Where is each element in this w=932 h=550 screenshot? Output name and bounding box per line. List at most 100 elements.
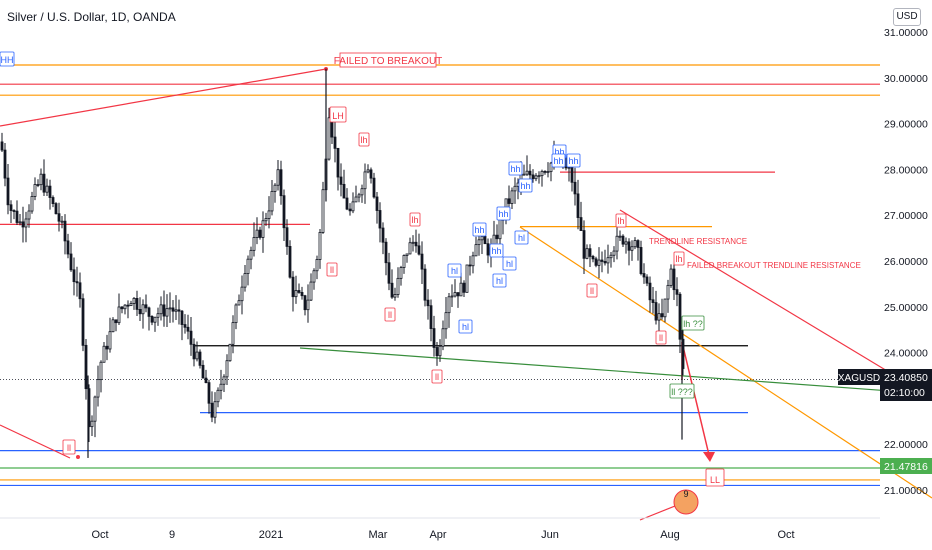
pivot-label: hh	[568, 156, 578, 166]
pivot-box	[586, 283, 598, 298]
pivot-label: hh	[554, 147, 564, 157]
pivot-box	[669, 383, 695, 399]
anchor-dot	[76, 455, 80, 459]
candle-body	[165, 308, 169, 317]
pivot-box	[566, 153, 581, 168]
arrow-line	[681, 341, 710, 456]
candle-body	[543, 170, 547, 173]
symbol-label: XAGUSD	[838, 373, 880, 384]
candle-body	[627, 241, 631, 251]
candle-body	[264, 218, 268, 222]
candle-body	[606, 257, 610, 264]
pivot-label: ll ???	[671, 387, 693, 397]
candle-body	[120, 306, 124, 310]
pivot-box	[329, 106, 347, 123]
pivot-label: ll	[435, 372, 439, 382]
candle-body	[27, 210, 31, 220]
pivot-box	[615, 213, 627, 228]
candle-body	[474, 244, 478, 257]
pivot-label: hh	[510, 164, 520, 174]
candle-body	[240, 286, 244, 302]
candle-body	[570, 167, 574, 183]
candle-body	[225, 360, 229, 378]
y-tick-label: 26.00000	[884, 256, 928, 268]
candle-body	[6, 177, 10, 206]
candle-body	[237, 300, 241, 306]
candle-body	[12, 210, 16, 212]
candle-body	[588, 248, 592, 257]
pivot-label: hh	[474, 225, 484, 235]
candle-body	[381, 227, 385, 243]
candle-body	[411, 241, 415, 244]
candle-body	[654, 302, 658, 321]
news-badge-icon	[673, 489, 699, 515]
y-tick-label: 24.00000	[884, 348, 928, 360]
candle-body	[438, 345, 442, 357]
candle-body	[396, 277, 400, 295]
candle-body	[387, 262, 391, 284]
candle-body	[366, 169, 370, 173]
candle-body	[633, 240, 637, 248]
annotations: FAILED TO BREAKOUT TRENDLINE RESISTANCE FA…	[0, 51, 861, 515]
level-price-label: 21.47816	[884, 461, 928, 473]
pivot-box	[551, 153, 566, 168]
x-tick-label: Oct	[91, 529, 108, 541]
pivot-label: hh	[553, 156, 563, 166]
candles	[0, 68, 685, 458]
pivot-box	[472, 222, 487, 237]
candle-body	[405, 253, 409, 256]
candle-body	[186, 326, 190, 332]
candle-body	[216, 389, 220, 403]
candle-body	[420, 253, 424, 270]
annotation-text: TRENDLINE RESISTANCE	[649, 237, 747, 246]
candle-body	[174, 309, 178, 312]
pivot-label: hl	[518, 233, 525, 243]
candle-body	[408, 242, 412, 255]
pivot-box	[489, 243, 504, 258]
trendline	[0, 68, 327, 127]
candle-body	[309, 281, 313, 301]
trendline	[619, 209, 932, 399]
pivot-box	[518, 178, 533, 193]
candle-body	[426, 299, 430, 307]
last-price-bg	[880, 369, 932, 401]
candle-body	[102, 345, 106, 363]
candle-body	[645, 276, 649, 284]
candle-body	[639, 247, 643, 274]
pivot-label: lh	[675, 254, 682, 264]
candle-body	[117, 306, 121, 324]
candle-body	[465, 264, 469, 293]
candle-body	[153, 316, 157, 323]
candle-body	[441, 328, 445, 347]
x-tick-label: 9	[169, 529, 175, 541]
candle-body	[93, 396, 97, 422]
pivot-box	[409, 212, 421, 227]
candle-body	[33, 184, 37, 197]
candle-body	[468, 264, 472, 267]
pivot-box	[655, 330, 667, 345]
pivot-box	[458, 319, 473, 334]
candle-body	[423, 268, 427, 301]
candle-body	[480, 235, 484, 241]
y-tick-label: 27.00000	[884, 210, 928, 222]
pivot-label: hh	[498, 209, 508, 219]
pivot-label: hl	[496, 276, 503, 286]
currency-button[interactable]: USD	[893, 8, 921, 26]
candle-body	[300, 292, 304, 297]
candle-body	[303, 295, 307, 311]
candle-body	[108, 331, 112, 350]
candle-body	[540, 170, 544, 177]
candle-body	[507, 198, 511, 204]
candle-body	[78, 282, 82, 300]
candle-body	[321, 189, 325, 233]
candle-body	[537, 175, 541, 178]
candle-body	[111, 319, 115, 333]
candle-body	[450, 295, 454, 298]
candle-body	[99, 361, 103, 381]
candle-body	[159, 304, 163, 315]
price-axis: 31.00000 30.00000 29.00000 28.00000 27.00000…	[838, 27, 932, 497]
candle-body	[150, 315, 154, 323]
candle-body	[513, 185, 517, 192]
candle-body	[267, 210, 271, 219]
